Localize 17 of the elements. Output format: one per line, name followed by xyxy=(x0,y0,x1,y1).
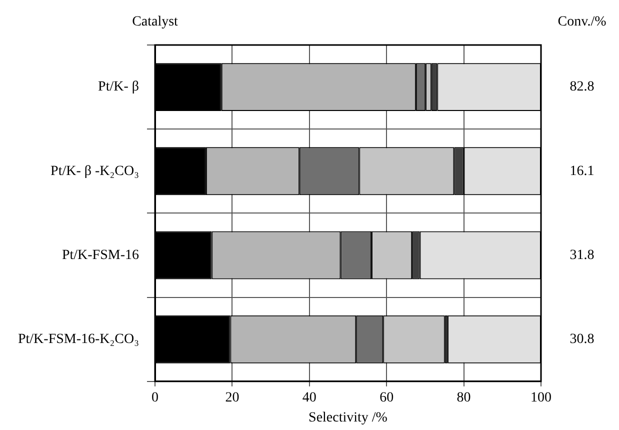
y-tick-label: Pt/K-FSM-16-K₂CO₃ xyxy=(18,332,140,348)
x-tick-label: 60 xyxy=(380,390,394,406)
x-tick-label: 0 xyxy=(152,390,159,406)
x-tick-label: 20 xyxy=(225,390,240,406)
text: 30.8 xyxy=(570,332,594,348)
x-tick-label: 40 xyxy=(302,390,316,406)
x-axis-title: Selectivity /% xyxy=(308,410,388,426)
x-tick-label: 100 xyxy=(530,390,552,406)
y-tick-label: Pt/K-FSM-16 xyxy=(62,248,140,263)
x-tick-label: 80 xyxy=(456,390,471,406)
text: 16.1 xyxy=(570,164,594,179)
y-axis-title: Catalyst xyxy=(132,14,178,30)
y-tick-label: Pt/K- β xyxy=(98,80,140,95)
y-tick-label: Pt/K- β -K₂CO₃ xyxy=(50,164,140,179)
text: 31.8 xyxy=(570,248,594,263)
text: 82.8 xyxy=(570,80,594,95)
y2-axis-title: Conv./% xyxy=(558,14,607,30)
